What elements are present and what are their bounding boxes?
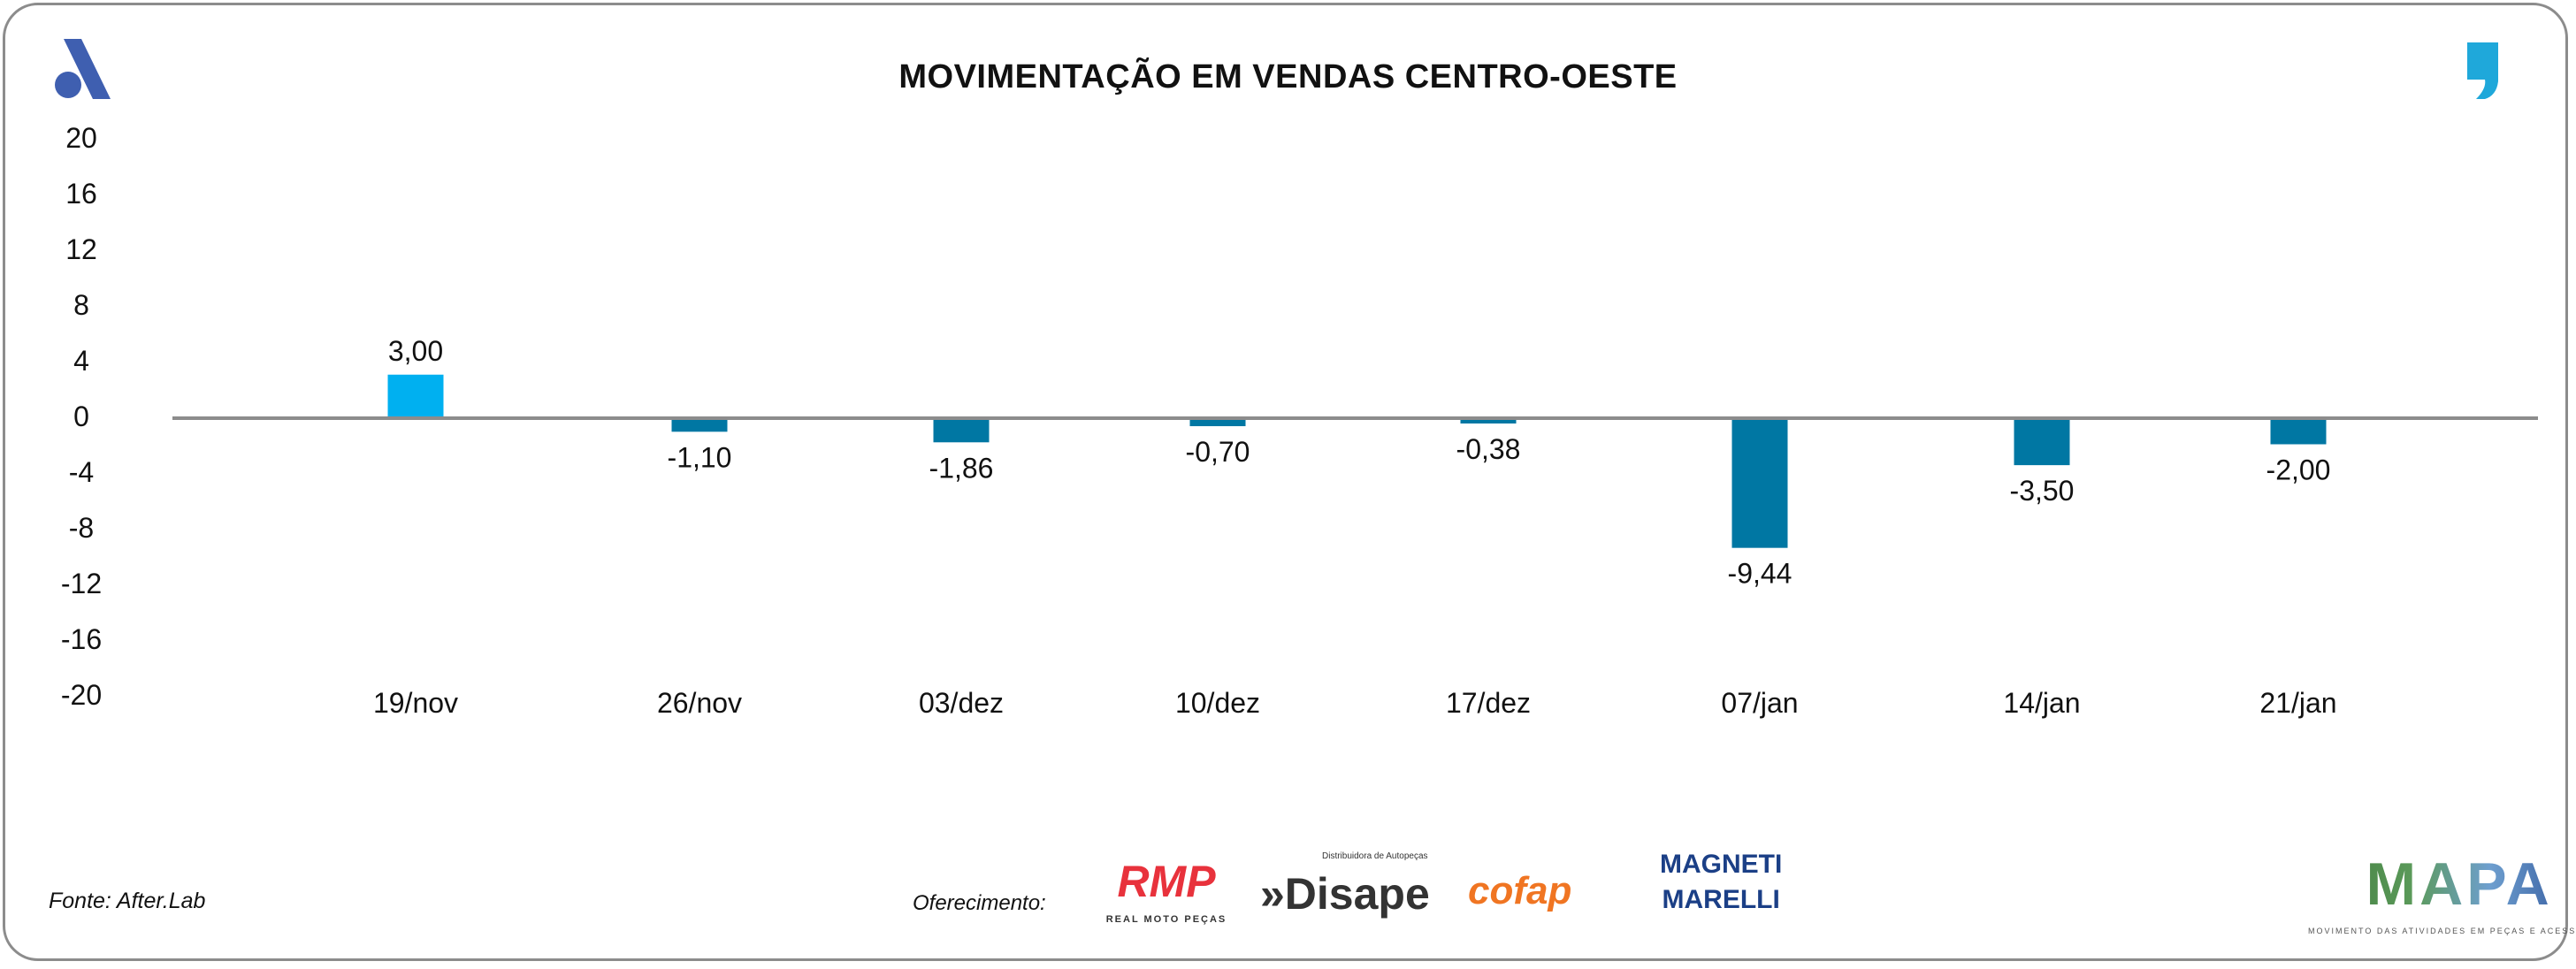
x-tick-label: 14/jan — [2003, 687, 2080, 719]
y-tick-label: 4 — [73, 345, 89, 377]
y-tick-label: 0 — [73, 401, 89, 432]
y-tick-label: -4 — [69, 456, 94, 488]
y-tick-label: 8 — [73, 289, 89, 321]
bar-21/jan — [2270, 420, 2327, 445]
x-tick-label: 07/jan — [1721, 687, 1798, 719]
chart-frame — [3, 3, 2568, 961]
rmp-logo-tagline: REAL MOTO PEÇAS — [1105, 914, 1227, 925]
mapa-logo-text: MAPA — [2308, 847, 2576, 921]
source-note: Fonte: After.Lab — [49, 889, 206, 913]
bar-19/nov — [387, 374, 444, 416]
bar-07/jan — [1731, 420, 1788, 548]
data-label: -0,70 — [1186, 436, 1250, 468]
y-tick-label: 12 — [65, 233, 97, 265]
sponsors-label: Oferecimento: — [913, 891, 1046, 915]
rmp-logo-text: RMP — [1117, 857, 1216, 906]
data-label: -1,10 — [668, 441, 732, 473]
chart-title: MOVIMENTAÇÃO EM VENDAS CENTRO-OESTE — [898, 58, 1678, 95]
cofap-logo: cofap — [1468, 869, 1572, 912]
mapa-logo: MAPA MOVIMENTO DAS ATIVIDADES EM PEÇAS E… — [2308, 847, 2576, 937]
magneti-marelli-logo: MAGNETI MARELLI — [1660, 847, 1782, 918]
mapa-logo-tagline: MOVIMENTO DAS ATIVIDADES EM PEÇAS E ACES… — [2308, 927, 2576, 935]
x-tick-label: 03/dez — [919, 687, 1004, 719]
data-label: -0,38 — [1456, 433, 1521, 465]
data-label: -1,86 — [929, 452, 994, 484]
y-tick-label: -8 — [69, 512, 94, 544]
data-label: -2,00 — [2266, 454, 2331, 486]
rmp-logo: RMP REAL MOTO PEÇAS — [1099, 854, 1234, 927]
disape-logo: Distribuidora de Autopeças »Disape — [1260, 851, 1430, 921]
x-tick-label: 19/nov — [373, 687, 458, 719]
x-tick-label: 26/nov — [657, 687, 742, 719]
bar-26/nov — [671, 420, 728, 432]
data-label: 3,00 — [388, 335, 443, 367]
x-tick-label: 21/jan — [2259, 687, 2336, 719]
bar-14/jan — [2014, 420, 2070, 466]
disape-logo-tagline: Distribuidora de Autopeças — [1322, 851, 1428, 861]
disape-logo-text: »Disape — [1260, 869, 1430, 919]
x-tick-label: 17/dez — [1446, 687, 1531, 719]
bar-10/dez — [1189, 420, 1246, 427]
logo-left-icon — [55, 39, 111, 99]
y-tick-label: 20 — [65, 122, 97, 154]
data-label: -9,44 — [1728, 558, 1792, 590]
y-tick-label: -16 — [61, 623, 102, 655]
magneti-logo-line1: MAGNETI — [1660, 850, 1783, 879]
magneti-logo-line2: MARELLI — [1662, 885, 1780, 914]
bar-03/dez — [933, 420, 990, 443]
logo-right-comma-icon — [2467, 42, 2498, 99]
y-tick-label: -20 — [61, 679, 102, 711]
y-tick-label: -12 — [61, 568, 102, 599]
y-tick-label: 16 — [65, 178, 97, 210]
bar-17/dez — [1460, 420, 1517, 423]
data-label: -3,50 — [2010, 475, 2075, 507]
x-tick-label: 10/dez — [1175, 687, 1260, 719]
